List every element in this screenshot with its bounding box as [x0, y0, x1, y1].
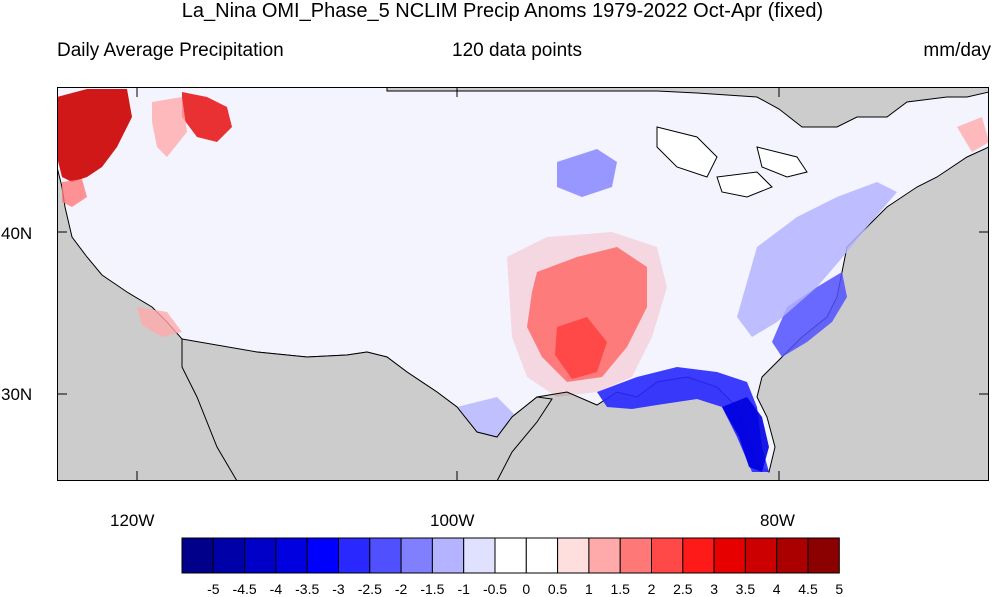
colorbar-label: -3: [332, 581, 345, 597]
y-tick-30n: 30N: [1, 385, 33, 404]
colorbar-label: 1: [584, 581, 593, 597]
colorbar-swatch: [400, 537, 433, 574]
east-coast-dry: [737, 182, 897, 337]
idaho-montana-wet: [182, 92, 232, 142]
precip-anomaly-map: [57, 87, 989, 481]
subtitle-center: 120 data points: [452, 40, 582, 61]
mexico: [181, 338, 553, 481]
map-title: La_Nina OMI_Phase_5 NCLIM Precip Anoms 1…: [181, 0, 824, 22]
colorbar-swatch: [619, 537, 653, 574]
colorbar-label: 3: [710, 581, 718, 597]
y-tick-40n: 40N: [1, 224, 33, 243]
colorbar-swatch: [713, 537, 746, 574]
axis-ticks: [57, 87, 989, 481]
colorbar-label: -2: [394, 581, 408, 597]
units-label: mm/day: [923, 40, 991, 61]
florida-dry: [722, 397, 769, 472]
colorbar-swatch: [776, 537, 809, 574]
colorbar-swatch: [306, 537, 339, 574]
colorbar-swatch: [275, 537, 308, 574]
colorbar-swatch: [588, 537, 621, 574]
colorbar-swatches: [181, 537, 840, 574]
colorbar-swatch: [338, 537, 371, 574]
colorbar-swatch: [651, 537, 684, 574]
colorbar-swatch: [525, 537, 559, 574]
x-tick-120w: 120W: [110, 511, 155, 530]
colorbar-swatch: [431, 537, 465, 574]
colorbar-swatch: [682, 537, 715, 574]
pacific-northwest-wet: [57, 89, 132, 182]
map-border: [57, 87, 989, 481]
colorbar-label: 4.5: [798, 581, 818, 597]
colorbar-label: 0: [522, 581, 531, 597]
colorbar-label: 0.5: [547, 581, 568, 597]
colorbar-label: -4.5: [232, 581, 257, 597]
colorbar-swatch: [744, 537, 778, 574]
colorbar-label: 5: [835, 581, 844, 597]
colorbar-label: -4: [269, 581, 283, 597]
colorbar-label: -1.5: [420, 581, 445, 597]
great-lakes: [656, 126, 808, 198]
x-tick-80w: 80W: [760, 511, 795, 530]
colorbar-label: -3.5: [295, 581, 320, 597]
x-tick-100w: 100W: [430, 511, 475, 530]
colorbar-label: -5: [207, 581, 220, 597]
colorbar-label: 2.5: [673, 581, 693, 597]
colorbar: [181, 537, 840, 579]
colorbar-swatch: [212, 537, 246, 574]
colorbar-label: 1.5: [610, 581, 630, 597]
colorbar-label: 3.5: [735, 581, 756, 597]
colorbar-swatch: [494, 537, 527, 574]
colorbar-swatch: [244, 537, 277, 574]
colorbar-swatch: [369, 537, 402, 574]
colorbar-label: -2.5: [357, 581, 382, 597]
colorbar-label: -0.5: [482, 581, 508, 597]
colorbar-swatch: [463, 537, 496, 574]
upper-midwest-dry: [557, 149, 617, 197]
subtitle-left: Daily Average Precipitation: [57, 40, 284, 61]
colorbar-swatch: [557, 537, 590, 574]
colorbar-swatch: [181, 537, 214, 574]
gulf-coast-dry: [597, 367, 769, 472]
colorbar-label: 2: [647, 581, 656, 597]
colorbar-swatch: [807, 537, 840, 574]
colorbar-label: 4: [772, 581, 781, 597]
carolinas-dry: [772, 272, 847, 357]
colorbar-label: -1: [457, 581, 470, 597]
